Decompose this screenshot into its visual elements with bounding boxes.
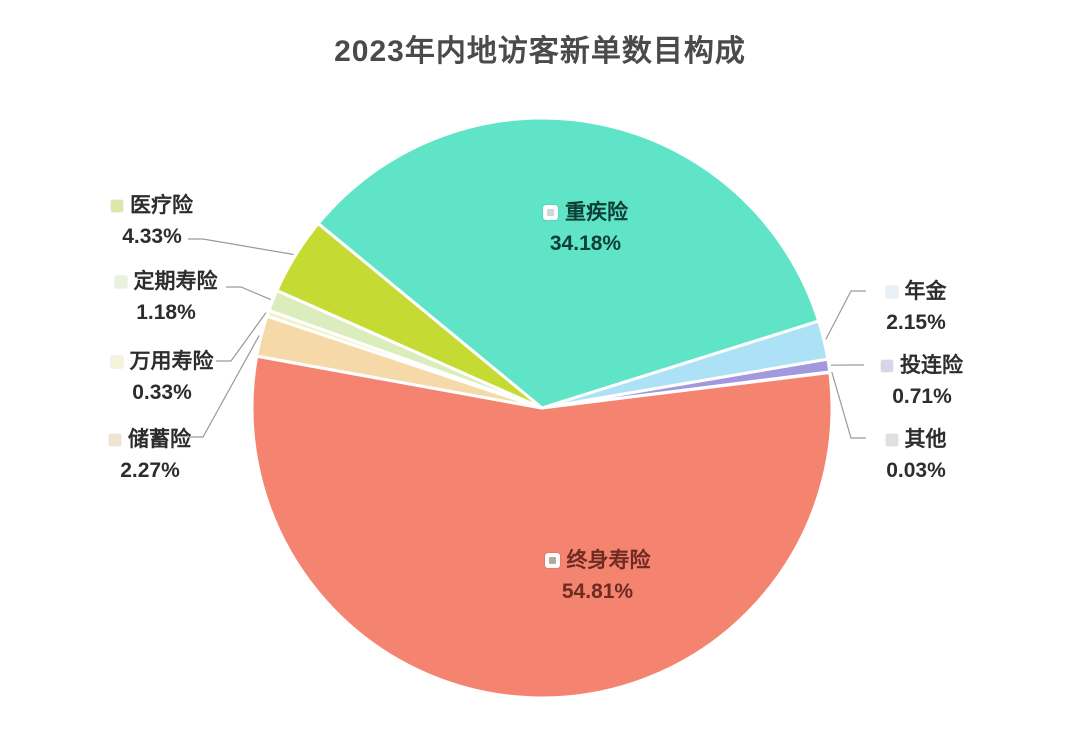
term-life-marker-icon <box>114 275 127 288</box>
slice-percent: 0.33% <box>132 381 192 404</box>
slice-label-savings: 储蓄险 2.27% <box>94 424 206 486</box>
slice-percent: 34.18% <box>549 232 622 255</box>
slice-percent: 0.03% <box>886 459 946 482</box>
slice-name: 年金 <box>904 280 947 303</box>
slice-label-investment-linked: 投连险 0.71% <box>856 350 988 412</box>
leader-line-定期寿险 <box>226 286 272 301</box>
medical-marker-icon <box>111 199 123 212</box>
leader-line-储蓄险 <box>188 335 260 438</box>
slice-percent: 0.71% <box>892 385 952 408</box>
savings-marker-icon <box>109 433 121 446</box>
pie-slice-医疗险 <box>275 222 544 410</box>
slice-percent: 2.15% <box>886 311 946 334</box>
annuity-marker-icon <box>885 285 898 298</box>
slice-label-term-life: 定期寿险 1.18% <box>96 266 236 328</box>
critical-illness-marker-icon <box>543 205 558 220</box>
slice-label-other: 其他 0.03% <box>860 424 972 486</box>
slice-name: 其他 <box>904 428 947 451</box>
slice-name: 储蓄险 <box>128 428 191 451</box>
slice-name: 重疾险 <box>565 201 628 224</box>
other-marker-icon <box>885 433 898 446</box>
pie-slice-重疾险 <box>316 116 821 410</box>
slice-name: 医疗险 <box>130 194 193 217</box>
slice-label-medical: 医疗险 4.33% <box>96 190 208 252</box>
slice-percent: 4.33% <box>122 225 182 248</box>
slice-name: 投连险 <box>900 354 963 377</box>
leader-line-其他 <box>831 371 866 439</box>
chart-title: 2023年内地访客新单数目构成 <box>334 35 746 68</box>
slice-label-universal-life: 万用寿险 0.33% <box>92 346 232 408</box>
slice-name: 万用寿险 <box>129 350 214 373</box>
slice-name: 定期寿险 <box>133 270 218 293</box>
slice-name: 终身寿险 <box>566 549 651 572</box>
leader-line-万用寿险 <box>216 312 267 362</box>
slice-percent: 54.81% <box>561 580 634 603</box>
slice-percent: 1.18% <box>136 301 196 324</box>
slice-label-whole-life: 终身寿险 54.81% <box>505 545 690 607</box>
pie-slice-终身寿险 <box>250 354 834 700</box>
leader-line-年金 <box>825 290 866 340</box>
slice-percent: 2.27% <box>120 459 180 482</box>
universal-life-marker-icon <box>110 355 123 368</box>
leader-line-医疗险 <box>188 238 294 256</box>
slice-label-critical-illness: 重疾险 34.18% <box>508 197 663 259</box>
investment-linked-marker-icon <box>881 359 893 372</box>
whole-life-marker-icon <box>544 553 560 568</box>
slice-label-annuity: 年金 2.15% <box>856 276 976 338</box>
